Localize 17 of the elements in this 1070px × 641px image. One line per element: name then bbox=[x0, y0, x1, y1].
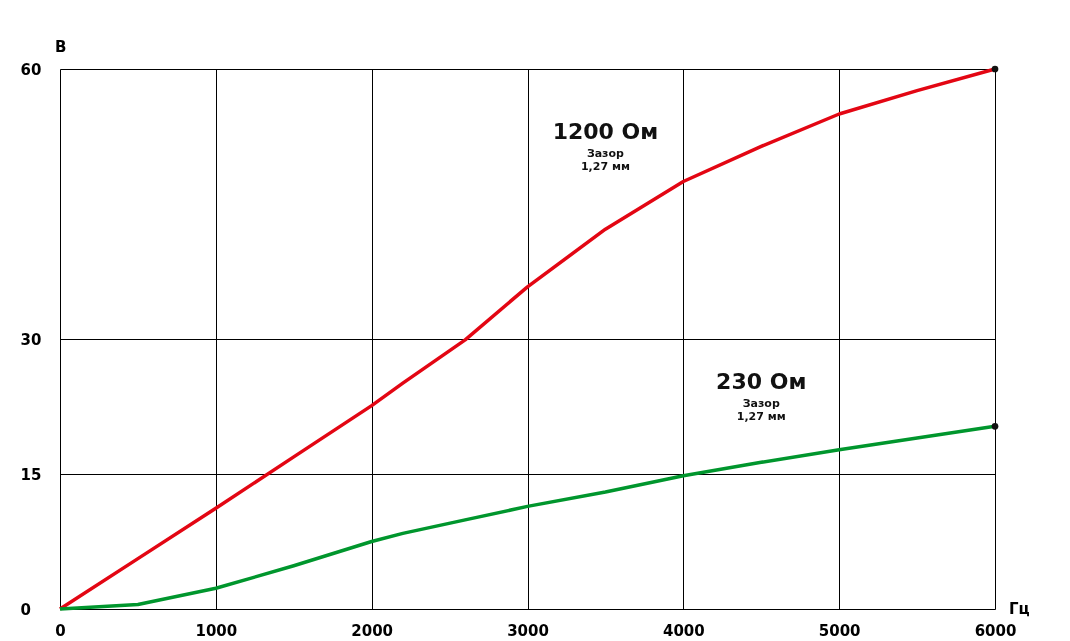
x-tick-label: 5000 bbox=[818, 621, 861, 640]
x-tick-label: 0 bbox=[55, 621, 66, 640]
x-axis-title: Гц bbox=[1009, 600, 1030, 618]
x-tick-label: 6000 bbox=[974, 621, 1017, 640]
annotation: Зазор 1,27 мм bbox=[580, 147, 630, 174]
y-tick-label: 60 bbox=[20, 60, 42, 79]
y-tick-label: 30 bbox=[20, 330, 42, 349]
y-tick-label: 0 bbox=[20, 600, 31, 619]
y-tick-label: 15 bbox=[20, 465, 42, 484]
text: 230 Ом bbox=[716, 369, 807, 395]
x-tick-label: 3000 bbox=[507, 621, 549, 640]
x-tick-label: 2000 bbox=[351, 621, 394, 640]
annotation: Зазор 1,27 мм bbox=[736, 397, 786, 424]
x-tick-label: 1000 bbox=[195, 621, 238, 640]
y-axis-title: В bbox=[55, 38, 67, 56]
x-tick-label: 4000 bbox=[662, 621, 705, 640]
text: 1200 Ом bbox=[552, 119, 659, 145]
